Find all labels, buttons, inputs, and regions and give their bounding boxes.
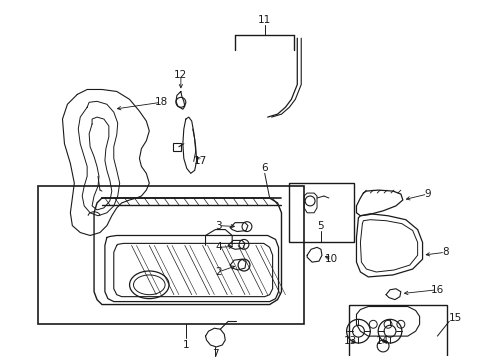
Bar (38, 186, 304, 324)
Text: 12: 12 (174, 70, 187, 80)
Text: 4: 4 (215, 242, 221, 252)
Text: 14: 14 (375, 336, 388, 346)
Text: 2: 2 (215, 267, 221, 277)
Text: 17: 17 (194, 157, 207, 166)
Bar (173, 143, 181, 150)
Text: 8: 8 (441, 247, 447, 257)
Text: 10: 10 (325, 254, 338, 264)
Text: 16: 16 (430, 285, 443, 295)
Text: 11: 11 (258, 15, 271, 26)
Text: 1: 1 (182, 340, 189, 350)
Text: 15: 15 (447, 313, 461, 323)
Text: 7: 7 (212, 349, 218, 359)
Text: 3: 3 (215, 221, 221, 231)
Text: 9: 9 (423, 189, 430, 199)
Text: 13: 13 (343, 336, 356, 346)
Bar (289, 183, 353, 242)
Bar (348, 305, 447, 360)
Text: 18: 18 (154, 97, 167, 107)
Text: 5: 5 (317, 221, 324, 231)
Text: 6: 6 (261, 163, 267, 174)
